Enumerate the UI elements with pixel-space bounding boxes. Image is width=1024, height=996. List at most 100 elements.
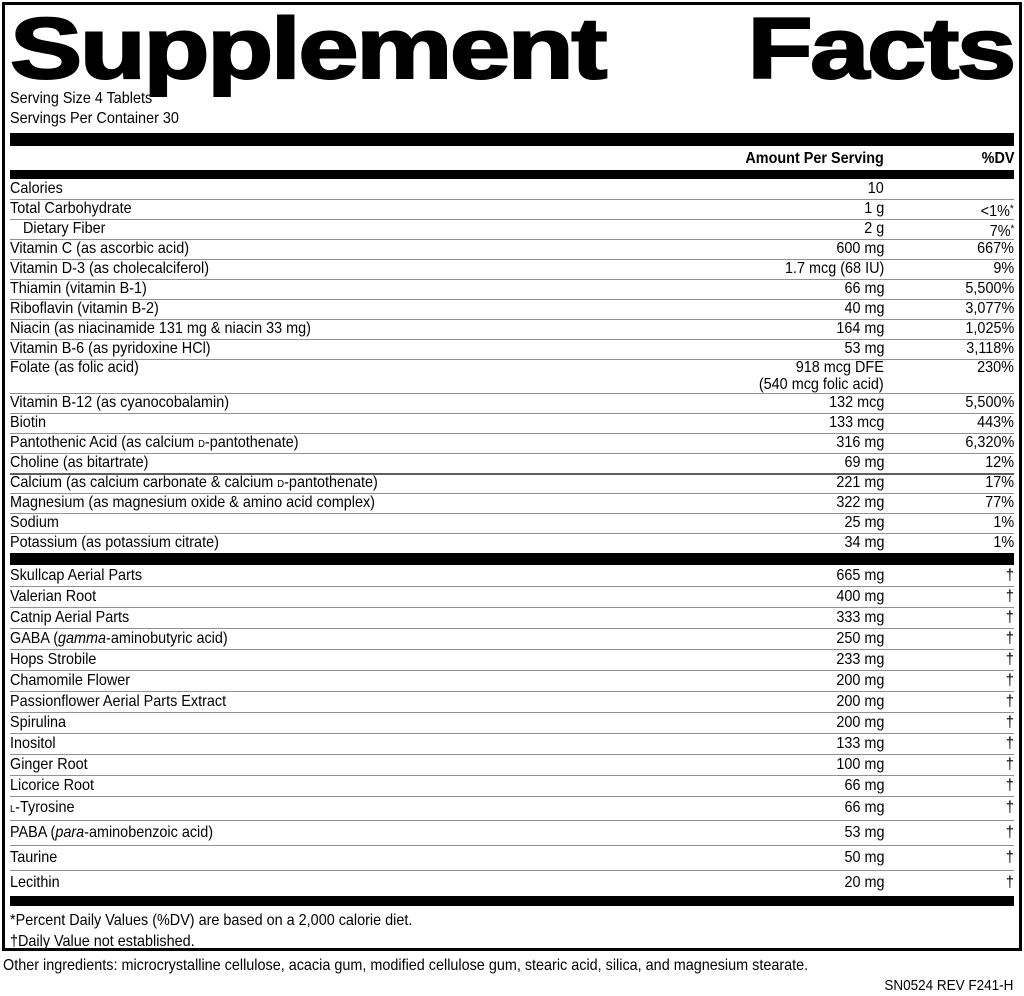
amount-value: 53 mg	[843, 340, 884, 357]
table-row: Potassium (as potassium citrate) 34 mg 1%	[10, 533, 1014, 553]
amount-value: 69 mg	[843, 454, 884, 471]
nutrient-name: Thiamin (vitamin B-1)	[10, 280, 147, 297]
dv-value: 12%	[985, 454, 1014, 471]
dv-value: †	[1005, 714, 1014, 731]
page-title: Supplement Facts	[9, 4, 1018, 94]
footnotes: *Percent Daily Values (%DV) are based on…	[10, 906, 1014, 952]
table-row: Choline (as bitartrate) 69 mg 12%	[10, 453, 1014, 473]
dv-value: †	[1005, 874, 1014, 891]
nutrient-name: Vitamin B-6 (as pyridoxine HCl)	[10, 340, 211, 357]
column-header-row: Amount Per Serving %DV	[10, 146, 1014, 170]
nutrient-name: Licorice Root	[10, 777, 95, 794]
nutrient-name: Sodium	[10, 514, 59, 531]
dv-header: %DV	[981, 150, 1014, 167]
nutrient-name: Valerian Root	[10, 588, 97, 605]
dv-value: 6,320%	[965, 434, 1014, 451]
table-row: Lecithin 20 mg †	[10, 870, 1014, 896]
table-row: Chamomile Flower 200 mg †	[10, 670, 1014, 691]
amount-value: 1.7 mcg (68 IU)	[784, 260, 884, 277]
amount-value: 233 mg	[835, 651, 884, 668]
table-row: Valerian Root 400 mg †	[10, 586, 1014, 607]
amount-per-serving-header: Amount Per Serving	[745, 150, 884, 167]
table-row: Passionflower Aerial Parts Extract 200 mg…	[10, 691, 1014, 712]
amount-value: 665 mg	[835, 567, 884, 584]
amount-value: 66 mg	[843, 280, 884, 297]
nutrient-name: Choline (as bitartrate)	[10, 454, 149, 471]
botanicals-table: Skullcap Aerial Parts 665 mg † Valerian Roo…	[10, 565, 1014, 896]
amount-value: 322 mg	[835, 494, 884, 511]
amount-value: 918 mcg DFE (540 mcg folic acid)	[759, 359, 884, 393]
table-row: Inositol 133 mg †	[10, 733, 1014, 754]
amount-value: 221 mg	[835, 474, 884, 491]
dv-value: †	[1005, 849, 1014, 866]
amount-value: 2 g	[863, 220, 884, 237]
dv-value: 1%	[993, 534, 1014, 551]
amount-value: 164 mg	[835, 320, 884, 337]
nutrient-name: l-Tyrosine	[10, 799, 75, 816]
amount-value: 333 mg	[835, 609, 884, 626]
nutrient-name: Vitamin B-12 (as cyanocobalamin)	[10, 394, 230, 411]
dv-value: 5,500%	[965, 394, 1014, 411]
table-row: Sodium 25 mg 1%	[10, 513, 1014, 533]
nutrient-name: GABA (gamma-aminobutyric acid)	[10, 630, 228, 647]
nutrient-name: Calories	[10, 180, 63, 197]
table-row: Riboflavin (vitamin B-2) 40 mg 3,077%	[10, 299, 1014, 319]
table-row: GABA (gamma-aminobutyric acid) 250 mg †	[10, 628, 1014, 649]
amount-value: 200 mg	[835, 693, 884, 710]
dv-value: †	[1005, 735, 1014, 752]
table-row: l-Tyrosine 66 mg †	[10, 796, 1014, 820]
amount-value: 250 mg	[835, 630, 884, 647]
dv-value: †	[1005, 693, 1014, 710]
table-row: Vitamin D-3 (as cholecalciferol) 1.7 mcg …	[10, 259, 1014, 279]
other-ingredients: Other ingredients: microcrystalline cell…	[3, 957, 809, 974]
amount-value: 66 mg	[843, 777, 884, 794]
amount-value: 132 mcg	[828, 394, 884, 411]
nutrient-name: Vitamin D-3 (as cholecalciferol)	[10, 260, 210, 277]
amount-value: 133 mcg	[828, 414, 884, 431]
servings-per-container: Servings Per Container 30	[10, 110, 179, 127]
amount-value: 50 mg	[843, 849, 884, 866]
table-row: Calcium (as calcium carbonate & calcium …	[10, 473, 1014, 493]
section-bar	[10, 553, 1014, 565]
table-row: Spirulina 200 mg †	[10, 712, 1014, 733]
footnote-daily-values: *Percent Daily Values (%DV) are based on…	[10, 912, 413, 929]
dv-value: 230%	[977, 359, 1014, 376]
nutrient-name: Inositol	[10, 735, 56, 752]
dv-value: †	[1005, 756, 1014, 773]
table-row: Biotin 133 mcg 443%	[10, 413, 1014, 433]
table-row: Taurine 50 mg †	[10, 845, 1014, 870]
dv-value: 667%	[977, 240, 1014, 257]
table-row: Pantothenic Acid (as calcium d-pantothen…	[10, 433, 1014, 453]
table-row: PABA (para-aminobenzoic acid) 53 mg †	[10, 820, 1014, 845]
table-row: Dietary Fiber 2 g 7%*	[10, 219, 1014, 240]
table-row: Vitamin B-6 (as pyridoxine HCl) 53 mg 3,11…	[10, 339, 1014, 359]
nutrient-name: Calcium (as calcium carbonate & calcium …	[10, 474, 378, 491]
amount-value: 133 mg	[835, 735, 884, 752]
dv-value: †	[1005, 672, 1014, 689]
amount-value: 316 mg	[835, 434, 884, 451]
table-row: Niacin (as niacinamide 131 mg & niacin 3…	[10, 319, 1014, 339]
table-row: Hops Strobile 233 mg †	[10, 649, 1014, 670]
revision-code: SN0524 REV F241-H	[883, 977, 1013, 994]
amount-value: 66 mg	[843, 799, 884, 816]
nutrient-name: Vitamin C (as ascorbic acid)	[10, 240, 190, 257]
dv-value: 3,077%	[965, 300, 1014, 317]
dv-value: †	[1005, 609, 1014, 626]
amount-value: 53 mg	[843, 824, 884, 841]
dv-value: 3,118%	[966, 340, 1014, 357]
nutrient-name: Folate (as folic acid)	[10, 359, 139, 376]
nutrient-name: PABA (para-aminobenzoic acid)	[10, 824, 214, 841]
amount-value: 100 mg	[835, 756, 884, 773]
dv-value: 1,025%	[965, 320, 1014, 337]
dv-value: <1%*	[980, 203, 1014, 220]
dv-value: 1%	[993, 514, 1014, 531]
amount-value: 200 mg	[835, 672, 884, 689]
nutrients-table: Calories 10 Total Carbohydrate 1 g <1%* Dieta…	[10, 179, 1014, 553]
dv-value: †	[1005, 799, 1014, 816]
title-word-supplement: Supplement	[9, 1, 609, 97]
nutrient-name: Ginger Root	[10, 756, 88, 773]
dv-value: 9%	[993, 260, 1014, 277]
nutrient-name: Magnesium (as magnesium oxide & amino ac…	[10, 494, 375, 511]
serving-size: Serving Size 4 Tablets	[10, 90, 153, 107]
table-row: Ginger Root 100 mg †	[10, 754, 1014, 775]
